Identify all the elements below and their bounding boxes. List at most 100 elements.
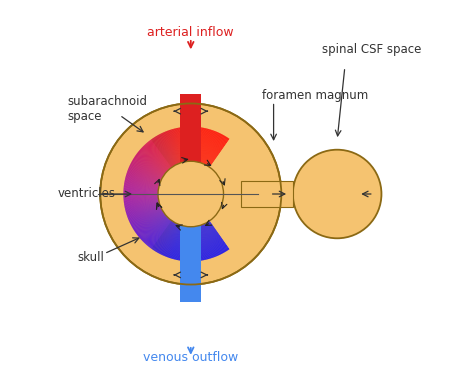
Wedge shape — [209, 137, 228, 167]
Wedge shape — [207, 135, 224, 165]
Wedge shape — [171, 130, 181, 163]
Wedge shape — [151, 139, 172, 168]
Wedge shape — [208, 136, 226, 166]
Wedge shape — [128, 170, 160, 182]
Wedge shape — [139, 150, 166, 173]
Wedge shape — [194, 127, 199, 161]
Wedge shape — [124, 198, 158, 203]
Wedge shape — [175, 226, 184, 260]
Wedge shape — [196, 226, 202, 260]
Wedge shape — [199, 225, 209, 259]
Wedge shape — [183, 127, 188, 161]
Wedge shape — [126, 203, 159, 213]
Wedge shape — [129, 207, 161, 221]
Wedge shape — [178, 226, 185, 260]
Wedge shape — [132, 210, 162, 227]
Wedge shape — [129, 166, 161, 180]
Wedge shape — [195, 227, 201, 261]
Wedge shape — [137, 153, 165, 174]
Wedge shape — [193, 127, 196, 161]
Wedge shape — [204, 132, 218, 164]
Wedge shape — [187, 227, 189, 262]
Wedge shape — [124, 197, 158, 201]
Text: ventricles: ventricles — [58, 187, 116, 201]
Wedge shape — [124, 189, 158, 192]
Wedge shape — [162, 223, 177, 255]
Wedge shape — [137, 214, 165, 235]
Wedge shape — [173, 129, 182, 162]
Wedge shape — [126, 175, 159, 185]
Text: subarachnoid
space: subarachnoid space — [67, 95, 147, 123]
Wedge shape — [123, 194, 158, 195]
Wedge shape — [202, 225, 215, 257]
Wedge shape — [132, 210, 163, 229]
Wedge shape — [170, 225, 181, 258]
Wedge shape — [152, 221, 172, 249]
Wedge shape — [153, 138, 173, 167]
Wedge shape — [176, 128, 184, 162]
Wedge shape — [139, 151, 166, 173]
Wedge shape — [196, 226, 202, 261]
Bar — [180, 194, 201, 302]
Wedge shape — [168, 225, 180, 258]
Wedge shape — [196, 128, 203, 162]
Wedge shape — [155, 222, 174, 252]
Wedge shape — [123, 192, 158, 193]
Wedge shape — [125, 200, 159, 207]
Wedge shape — [148, 220, 171, 247]
Wedge shape — [125, 202, 159, 211]
Wedge shape — [195, 127, 200, 161]
Wedge shape — [131, 209, 162, 226]
Wedge shape — [158, 135, 175, 165]
Wedge shape — [134, 158, 163, 177]
Wedge shape — [206, 223, 223, 254]
Wedge shape — [198, 226, 207, 260]
Wedge shape — [142, 147, 167, 171]
Wedge shape — [134, 156, 164, 176]
Wedge shape — [179, 226, 185, 260]
Wedge shape — [204, 132, 219, 164]
Wedge shape — [124, 187, 158, 191]
Wedge shape — [128, 205, 160, 218]
Wedge shape — [196, 127, 202, 162]
Wedge shape — [146, 143, 169, 170]
Wedge shape — [197, 226, 204, 260]
Wedge shape — [127, 204, 160, 217]
Wedge shape — [123, 191, 158, 193]
Wedge shape — [181, 127, 186, 162]
Wedge shape — [126, 177, 159, 186]
Wedge shape — [205, 133, 220, 165]
Wedge shape — [201, 225, 212, 258]
Wedge shape — [127, 205, 160, 217]
Wedge shape — [124, 187, 158, 191]
Wedge shape — [209, 221, 228, 251]
Wedge shape — [125, 180, 159, 188]
Wedge shape — [168, 130, 180, 163]
Wedge shape — [182, 227, 187, 261]
Wedge shape — [174, 128, 183, 162]
Wedge shape — [161, 223, 177, 255]
Wedge shape — [178, 226, 185, 260]
Wedge shape — [198, 226, 205, 260]
Wedge shape — [154, 137, 173, 166]
Wedge shape — [199, 129, 208, 162]
Wedge shape — [175, 226, 183, 260]
Wedge shape — [125, 201, 159, 209]
Wedge shape — [146, 218, 169, 245]
Wedge shape — [195, 127, 201, 161]
Wedge shape — [124, 188, 158, 192]
Wedge shape — [159, 134, 176, 165]
Wedge shape — [124, 184, 158, 190]
Wedge shape — [134, 211, 163, 230]
Wedge shape — [188, 126, 190, 161]
Wedge shape — [134, 157, 164, 177]
Wedge shape — [188, 227, 190, 262]
Wedge shape — [168, 130, 180, 163]
Wedge shape — [165, 224, 179, 256]
Wedge shape — [132, 161, 162, 178]
Wedge shape — [138, 151, 165, 173]
Wedge shape — [157, 135, 175, 166]
Wedge shape — [130, 208, 161, 223]
Wedge shape — [173, 129, 182, 163]
Wedge shape — [206, 223, 223, 253]
